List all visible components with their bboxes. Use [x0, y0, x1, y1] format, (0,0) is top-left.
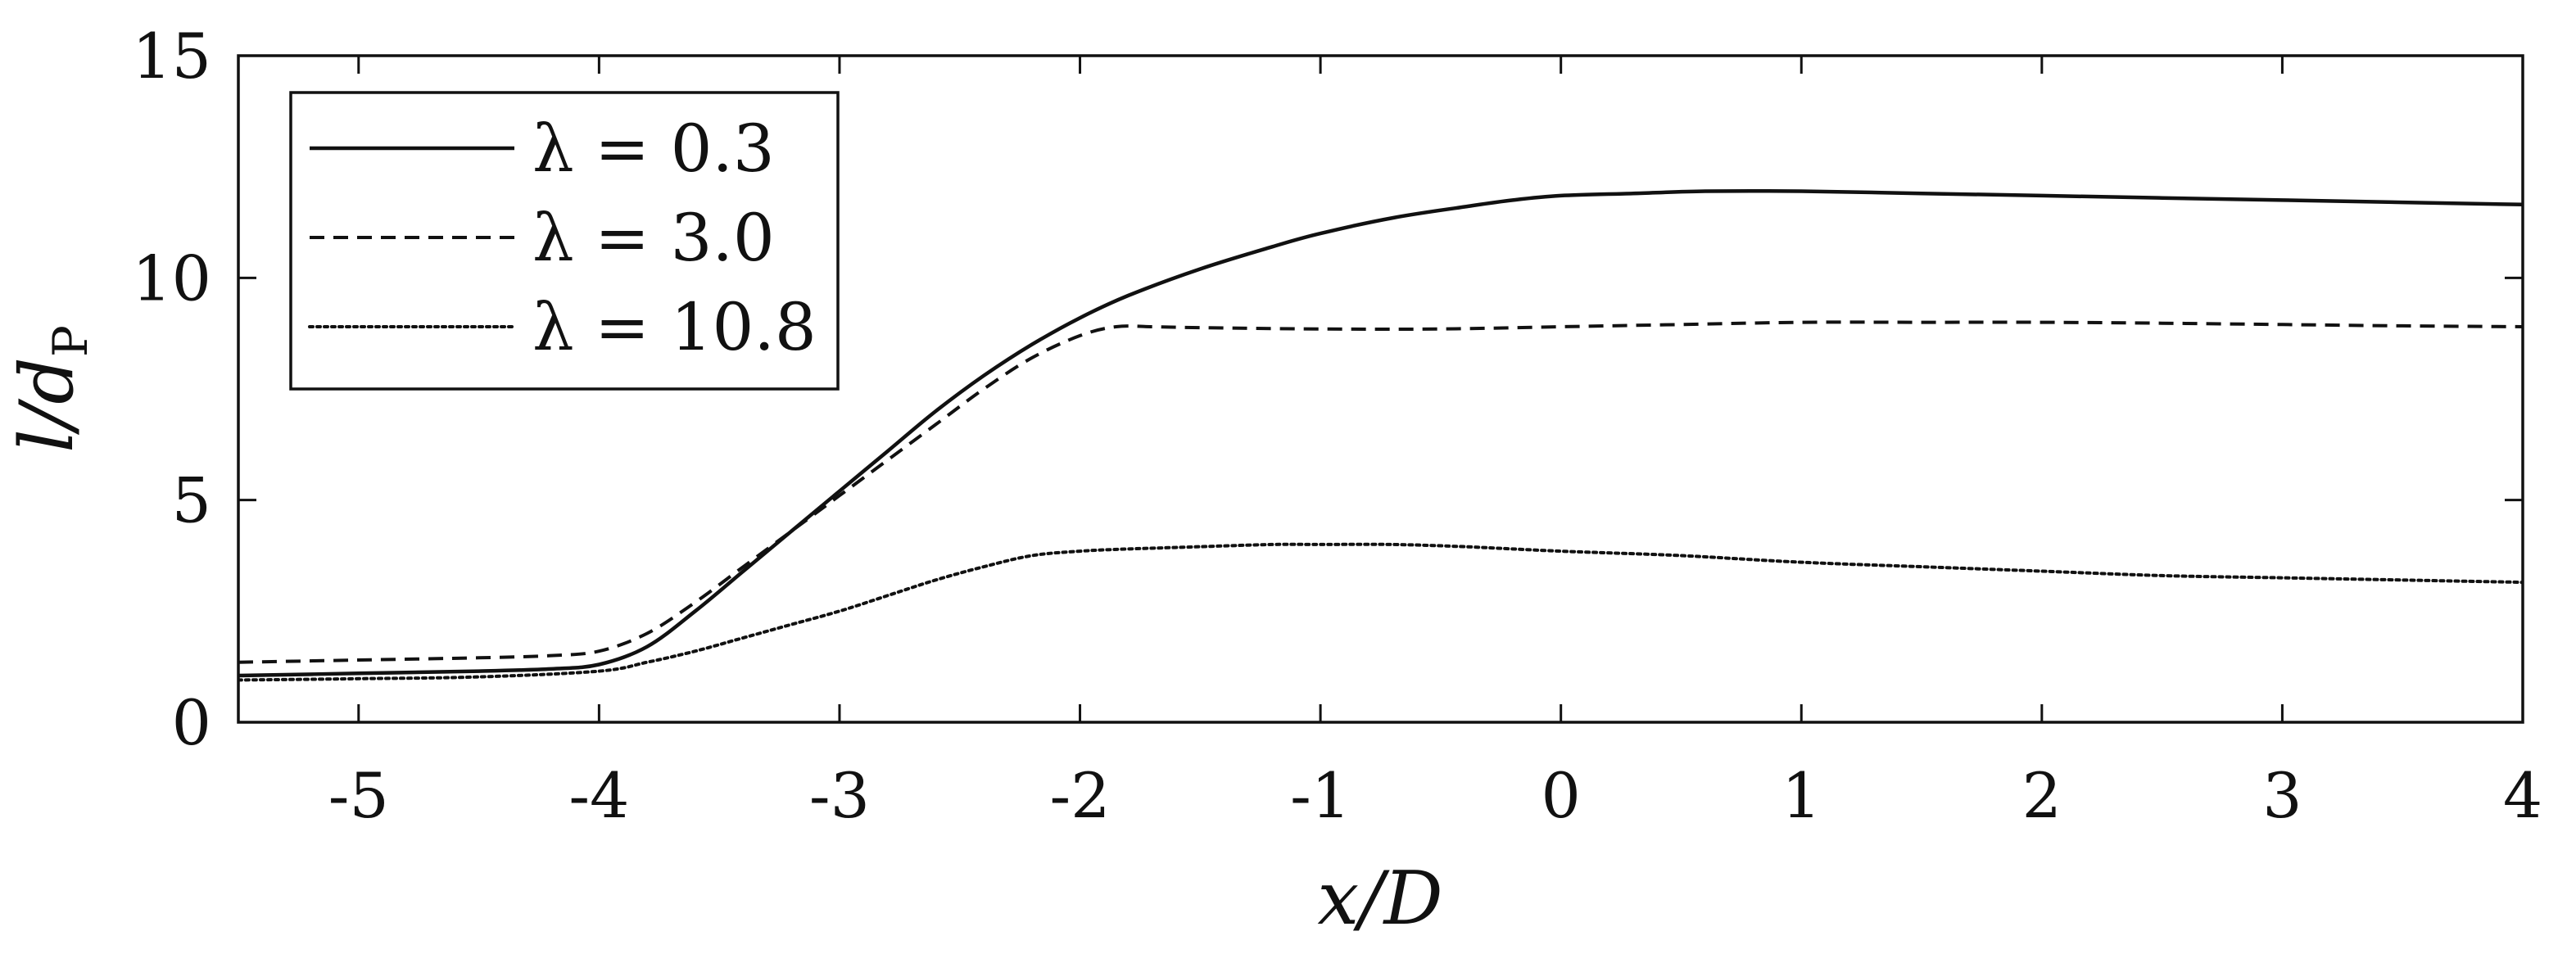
legend: λ = 0.3 λ = 3.0 λ = 10.8: [289, 91, 840, 391]
legend-label: λ = 10.8: [532, 289, 817, 365]
x-tick-label: -1: [1290, 759, 1351, 832]
legend-box: [289, 91, 840, 391]
y-tick-label: 5: [172, 464, 211, 537]
y-axis-label: l/dP: [4, 325, 98, 453]
x-tick-label: -4: [568, 759, 629, 832]
y-axis-label-subscript: P: [43, 325, 98, 357]
x-tick-label: -2: [1050, 759, 1111, 832]
legend-label: λ = 0.3: [532, 111, 775, 187]
series-layer: [238, 188, 2523, 682]
x-axis-label: x/D: [1317, 856, 1442, 942]
x-tick-label: -5: [328, 759, 389, 832]
plot-frame: [237, 54, 2524, 724]
y-tick-label: 0: [172, 686, 211, 759]
ticks-layer: [238, 54, 2524, 724]
y-tick-label: 10: [132, 242, 211, 314]
x-tick-label: 0: [1542, 759, 1581, 832]
series-line-solid: [238, 188, 2523, 678]
series-line-dashed: [238, 320, 2523, 664]
y-axis-label-main: l/d: [4, 357, 90, 453]
x-tick-label: 2: [2022, 759, 2062, 832]
x-tick-label: 3: [2262, 759, 2302, 832]
y-tick-label: 15: [132, 20, 211, 93]
x-tick-label: 4: [2503, 759, 2542, 832]
tick-labels: -5 -4 -3 -2 -1 0 1 2 3 4 0 5 10 15: [132, 20, 2542, 832]
x-tick-label: -3: [809, 759, 870, 832]
series-line-dotted: [238, 542, 2523, 682]
x-tick-label: 1: [1781, 759, 1821, 832]
legend-label: λ = 3.0: [532, 200, 775, 276]
